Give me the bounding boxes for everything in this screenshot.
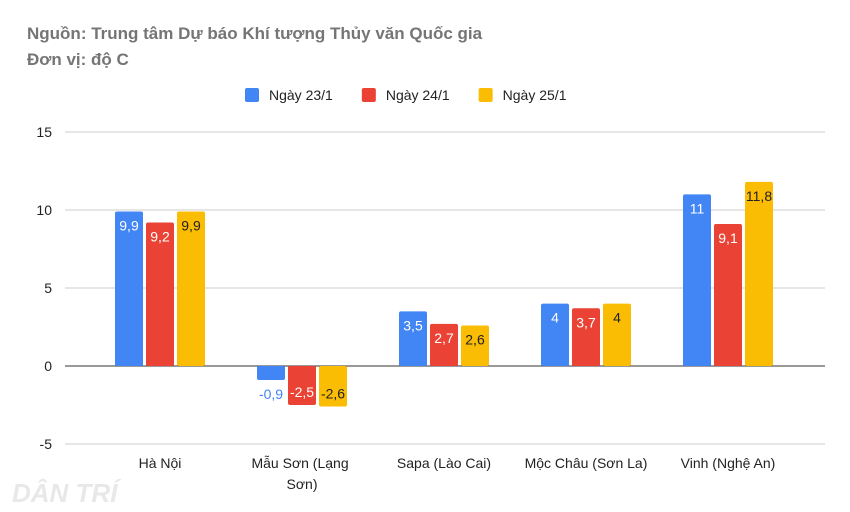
- legend-label: Ngày 23/1: [269, 87, 333, 103]
- bar: [146, 222, 174, 366]
- bar: [714, 224, 742, 366]
- value-label: 2,7: [434, 330, 454, 346]
- bar: [115, 211, 143, 366]
- value-label: 2,6: [465, 331, 485, 347]
- x-tick-label: Mộc Châu (Sơn La): [525, 455, 648, 471]
- y-tick-label: 5: [44, 280, 52, 296]
- legend-label: Ngày 24/1: [386, 87, 450, 103]
- value-label: -0,9: [259, 386, 283, 402]
- bar: [257, 366, 285, 381]
- value-label: 9,9: [119, 218, 139, 234]
- legend-swatch: [361, 88, 376, 102]
- bar: [541, 303, 569, 366]
- x-tick-label: Hà Nội: [139, 455, 182, 471]
- watermark: DÂN TRÍ: [12, 478, 122, 508]
- bar: [683, 194, 711, 366]
- bar: [461, 325, 489, 366]
- y-tick-label: 10: [36, 202, 52, 218]
- value-label: -2,5: [290, 384, 314, 400]
- y-tick-label: -5: [40, 436, 53, 452]
- legend-swatch: [245, 88, 259, 102]
- value-label: -2,6: [321, 386, 345, 402]
- value-label: 4: [613, 310, 621, 326]
- x-tick-label: Sapa (Lào Cai): [397, 455, 491, 471]
- bar: [399, 311, 427, 366]
- chart-subtitle: Đơn vị: độ C: [27, 50, 129, 69]
- bar: [177, 211, 205, 366]
- legend-label: Ngày 25/1: [503, 87, 567, 103]
- bar: [319, 366, 347, 407]
- value-label: 4: [551, 310, 559, 326]
- y-tick-label: 0: [44, 358, 52, 374]
- bar: [430, 323, 458, 366]
- value-label: 11,8: [746, 188, 772, 204]
- value-label: 9,9: [181, 218, 201, 234]
- bar: [745, 181, 773, 366]
- x-tick-label: Vinh (Nghệ An): [681, 455, 776, 471]
- chart-title: Nguồn: Trung tâm Dự báo Khí tượng Thủy v…: [27, 24, 483, 43]
- bar: [603, 303, 631, 366]
- value-label: 3,7: [576, 314, 596, 330]
- value-label: 3,5: [403, 317, 423, 333]
- value-label: 11: [690, 200, 705, 216]
- value-label: 9,1: [718, 230, 738, 246]
- x-tick-label: Mẫu Sơn (Lạng Sơn): [251, 455, 352, 492]
- value-label: 9,2: [150, 228, 170, 244]
- y-tick-label: 15: [36, 124, 52, 140]
- legend-swatch: [478, 88, 493, 102]
- bar: [572, 308, 600, 366]
- bar: [288, 366, 316, 405]
